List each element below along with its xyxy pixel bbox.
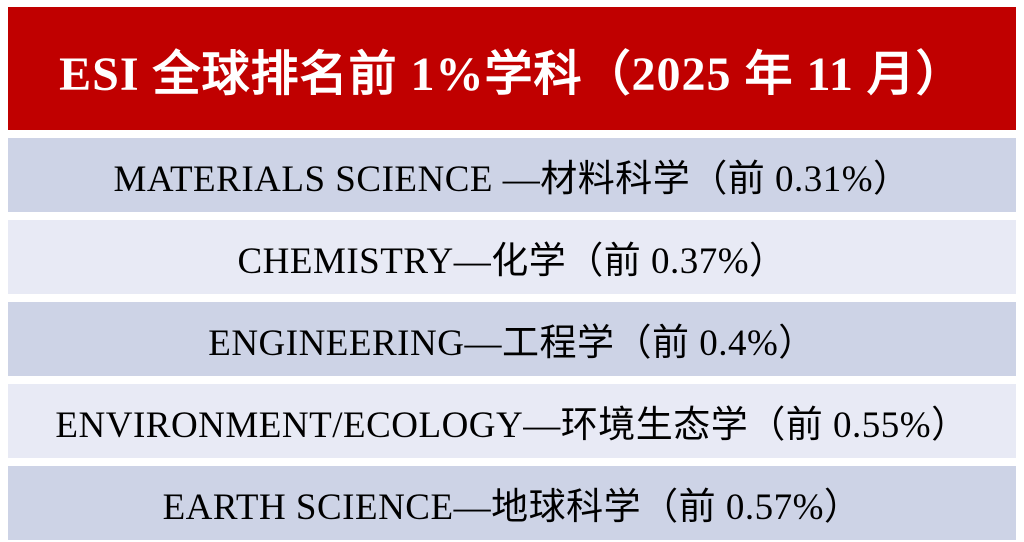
- row-label-materials-science: MATERIALS SCIENCE —材料科学（前 0.31%）: [113, 159, 911, 200]
- row-label-chemistry: CHEMISTRY—化学（前 0.37%）: [237, 241, 787, 282]
- table-header: ESI 全球排名前 1%学科（2025 年 11 月）: [8, 7, 1016, 130]
- row-label-environment-ecology: ENVIRONMENT/ECOLOGY—环境生态学（前 0.55%）: [55, 405, 969, 446]
- table-row: ENVIRONMENT/ECOLOGY—环境生态学（前 0.55%）: [8, 384, 1016, 458]
- row-label-earth-science: EARTH SCIENCE—地球科学（前 0.57%）: [162, 487, 862, 528]
- table-row: CHEMISTRY—化学（前 0.37%）: [8, 220, 1016, 294]
- row-label-engineering: ENGINEERING—工程学（前 0.4%）: [208, 323, 816, 364]
- table-row: EARTH SCIENCE—地球科学（前 0.57%）: [8, 466, 1016, 540]
- page-title: ESI 全球排名前 1%学科（2025 年 11 月）: [59, 47, 965, 101]
- table-row: MATERIALS SCIENCE —材料科学（前 0.31%）: [8, 138, 1016, 212]
- table-row: ENGINEERING—工程学（前 0.4%）: [8, 302, 1016, 376]
